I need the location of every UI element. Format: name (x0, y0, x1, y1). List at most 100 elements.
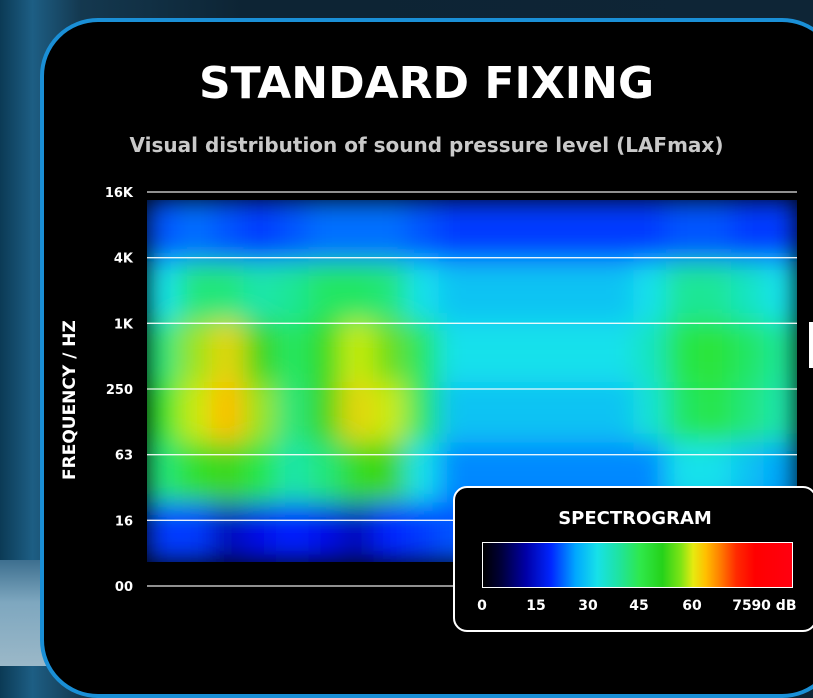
y-tick-label: 63 (115, 449, 133, 464)
heatmap-cell (666, 259, 701, 322)
heatmap-cell (536, 259, 571, 322)
heatmap-cell (373, 500, 408, 562)
heatmap-cell (147, 200, 181, 262)
heatmap-cell (633, 380, 668, 443)
heatmap-cell (147, 440, 181, 503)
heatmap-cell (341, 259, 376, 322)
heatmap-cell (763, 200, 797, 262)
heatmap-cell (211, 200, 246, 262)
heatmap-cell (568, 259, 603, 322)
heatmap-cell (731, 200, 766, 262)
heatmap-cell (147, 380, 181, 443)
heatmap-cell (731, 259, 766, 322)
heatmap-cell (308, 200, 343, 262)
heatmap-cell (243, 380, 278, 443)
heatmap-cell (211, 500, 246, 562)
heatmap-cell (601, 200, 636, 262)
y-tick-label: 00 (115, 580, 133, 595)
colorbar-tick-label: 75 (732, 598, 752, 614)
heatmap-cell (243, 200, 278, 262)
heatmap-cell (308, 440, 343, 503)
heatmap-cell (178, 500, 213, 562)
y-tick-label: 4K (114, 252, 134, 267)
colorbar-tick-label: 15 (526, 598, 546, 614)
heatmap-cell (633, 319, 668, 382)
heatmap-cell (373, 319, 408, 382)
heatmap-cell (341, 380, 376, 443)
y-axis-label: FREQUENCY / HZ (60, 320, 80, 480)
colorbar-title: SPECTROGRAM (558, 508, 712, 529)
heatmap-cell (276, 259, 311, 322)
heatmap-cell (373, 380, 408, 443)
heatmap-cell (406, 500, 441, 562)
heatmap-cell (276, 440, 311, 503)
heatmap-cell (503, 319, 538, 382)
heatmap-cell (308, 380, 343, 443)
heatmap-cell (763, 319, 797, 382)
heatmap-cell (601, 319, 636, 382)
heatmap-cell (341, 319, 376, 382)
heatmap-cell (406, 440, 441, 503)
heatmap-cell (178, 319, 213, 382)
heatmap-cell (276, 500, 311, 562)
heatmap-cell (308, 500, 343, 562)
heatmap-cell (211, 440, 246, 503)
heatmap-cell (601, 380, 636, 443)
heatmap-cell (276, 380, 311, 443)
heatmap-cell (276, 319, 311, 382)
heatmap-cell (406, 259, 441, 322)
heatmap-cell (243, 500, 278, 562)
side-tab (809, 322, 813, 368)
heatmap-cell (406, 319, 441, 382)
heatmap-cell (373, 440, 408, 503)
y-tick-label: 16 (115, 514, 133, 529)
heatmap-cell (438, 380, 473, 443)
colorbar-tick-label: 30 (578, 598, 598, 614)
heatmap-cell (601, 259, 636, 322)
heatmap-cell (211, 259, 246, 322)
heatmap-cell (568, 200, 603, 262)
heatmap-cell (438, 200, 473, 262)
heatmap-cell (731, 319, 766, 382)
heatmap-cell (471, 200, 506, 262)
heatmap-cell (698, 380, 733, 443)
heatmap-cell (178, 259, 213, 322)
heatmap-cell (503, 200, 538, 262)
heatmap-cell (536, 200, 571, 262)
heatmap-cell (243, 440, 278, 503)
heatmap-cell (211, 319, 246, 382)
heatmap-cell (698, 200, 733, 262)
heatmap-cell (373, 259, 408, 322)
heatmap-cell (633, 259, 668, 322)
heatmap-cell (763, 259, 797, 322)
heatmap-cell (731, 380, 766, 443)
colorbar-legend: SPECTROGRAM 0 15 30 45 60 75 90 dB (453, 486, 813, 632)
heatmap-cell (536, 380, 571, 443)
heatmap-cell (308, 259, 343, 322)
heatmap-cell (147, 259, 181, 322)
heatmap-cell (471, 259, 506, 322)
heatmap-cell (211, 380, 246, 443)
heatmap-cell (243, 319, 278, 382)
heatmap-cell (147, 500, 181, 562)
heatmap-cell (503, 380, 538, 443)
heatmap-cell (698, 319, 733, 382)
colorbar-tick-label: 60 (682, 598, 702, 614)
heatmap-cell (341, 440, 376, 503)
heatmap-cell (698, 259, 733, 322)
heatmap-cell (633, 200, 668, 262)
y-tick-label: 16K (105, 186, 134, 201)
heatmap-cell (308, 319, 343, 382)
heatmap-cell (406, 380, 441, 443)
heatmap-cell (178, 200, 213, 262)
heatmap-cell (341, 200, 376, 262)
heatmap-cell (438, 319, 473, 382)
colorbar-tick-label: 45 (629, 598, 649, 614)
colorbar-gradient (482, 542, 793, 588)
heatmap-cell (471, 380, 506, 443)
heatmap-cell (438, 259, 473, 322)
heatmap-cell (341, 500, 376, 562)
colorbar-ticks: 0 15 30 45 60 75 90 dB (455, 598, 813, 618)
heatmap-cell (406, 200, 441, 262)
heatmap-cell (568, 319, 603, 382)
